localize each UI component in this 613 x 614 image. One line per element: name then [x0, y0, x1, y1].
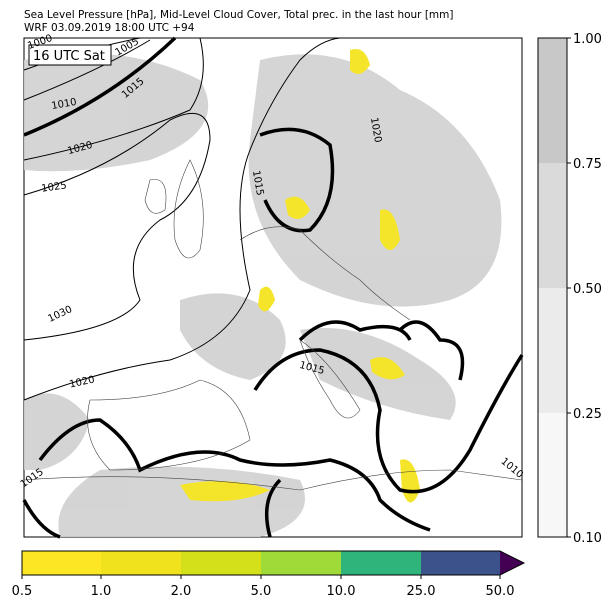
contour-label: 1025 — [41, 180, 68, 194]
colorbar-segment — [181, 551, 261, 575]
colorbar-segment — [22, 551, 101, 575]
title-line: Sea Level Pressure [hPa], Mid-Level Clou… — [24, 9, 454, 21]
time-label-box — [28, 44, 112, 66]
title-line: WRF 03.09.2019 18:00 UTC +94 — [24, 22, 195, 34]
colorbar-segment — [538, 163, 567, 288]
colorbar-segment — [261, 551, 341, 575]
tick-label: 0.50 — [573, 282, 602, 297]
map: 16 UTC Sat 1000 1005101010151020102510301… — [19, 33, 525, 539]
tick-label: 2.0 — [171, 584, 192, 599]
colorbar-segment — [538, 288, 567, 413]
tick-label: 1.00 — [573, 32, 602, 47]
cloud-colorbar: 1.00 0.75 0.50 0.25 0.10 — [537, 32, 602, 546]
tick-label: 50.0 — [486, 584, 515, 599]
tick-label: 1.0 — [91, 584, 112, 599]
tick-label: 10.0 — [327, 584, 356, 599]
colorbar-segment — [538, 38, 567, 163]
contour-label: 1020 — [368, 117, 383, 144]
tick-label: 0.5 — [12, 584, 33, 599]
tick-label: 0.75 — [573, 157, 602, 172]
contour-label: 1010 — [51, 97, 78, 112]
tick-label: 5.0 — [251, 584, 272, 599]
colorbar-segment — [421, 551, 500, 575]
tick-label: 0.10 — [573, 531, 602, 546]
precip-colorbar: 0.5 1.0 2.0 5.0 10.0 25.0 50.0 — [12, 550, 526, 599]
colorbar-extend — [500, 551, 524, 575]
time-label: 16 UTC Sat — [33, 49, 105, 64]
tick-label: 25.0 — [407, 584, 436, 599]
colorbar-segment — [538, 413, 567, 537]
colorbar-segment — [101, 551, 181, 575]
contour-label: 1015 — [250, 170, 265, 197]
colorbar-frame — [21, 550, 526, 576]
colorbar-segment — [341, 551, 421, 575]
contour-label: 1020 — [69, 374, 96, 390]
coastlines — [23, 159, 523, 491]
tick-label: 0.25 — [573, 407, 602, 422]
